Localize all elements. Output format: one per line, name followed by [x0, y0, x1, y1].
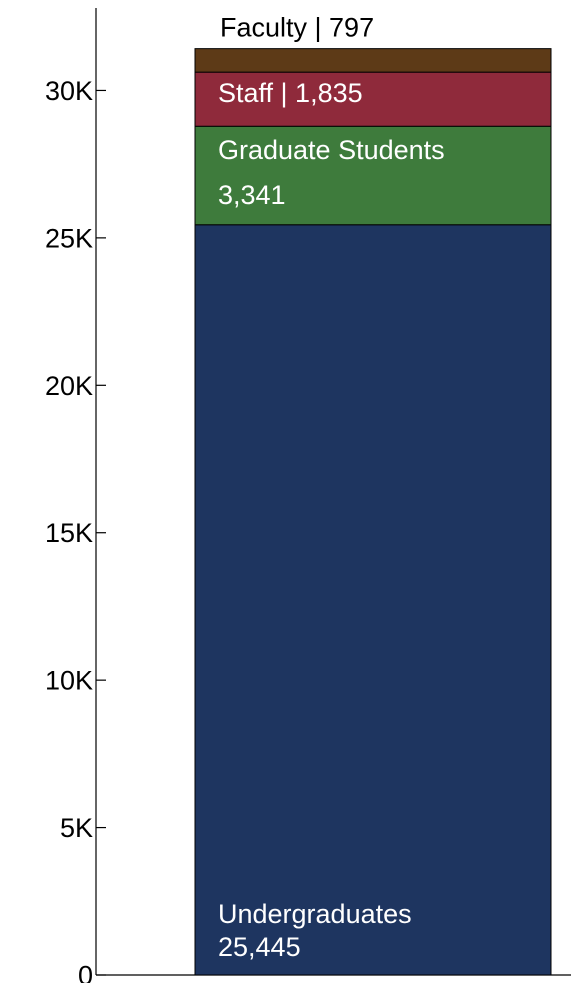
- bar-segment-undergraduates: [194, 224, 552, 976]
- y-tick-label: 20K: [45, 371, 93, 401]
- y-tick-label: 25K: [45, 223, 93, 253]
- segment-label: Faculty | 797: [220, 13, 374, 43]
- y-axis: 0 5K 10K 15K 20K 25K 30K: [45, 8, 571, 983]
- y-tick-label: 30K: [45, 76, 93, 106]
- y-tick-label: 15K: [45, 518, 93, 548]
- segment-label: Staff | 1,835: [218, 78, 363, 108]
- bar-segment-faculty: [194, 48, 552, 73]
- segment-name-label: Undergraduates: [218, 899, 412, 929]
- y-tick-label: 0: [78, 961, 93, 983]
- y-tick-label: 5K: [60, 813, 93, 843]
- segment-value-label: 25,445: [218, 932, 301, 962]
- bar-segment-graduate-students: [194, 125, 552, 226]
- segment-value-label: 3,341: [218, 180, 286, 210]
- y-tick-label: 10K: [45, 666, 93, 696]
- segment-name-label: Graduate Students: [218, 135, 445, 165]
- bar-segment-staff: [194, 71, 552, 127]
- bar-stack: [194, 48, 552, 976]
